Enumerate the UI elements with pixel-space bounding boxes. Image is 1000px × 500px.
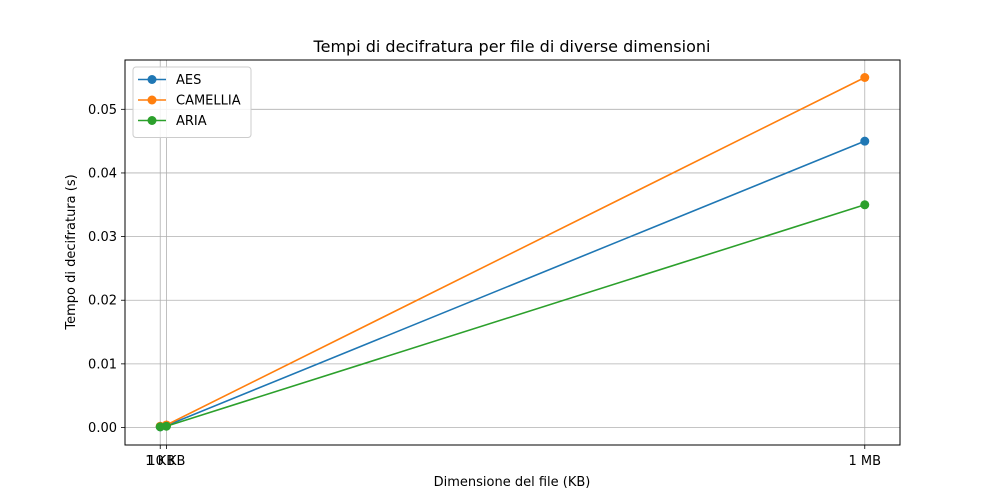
legend-label-aria: ARIA: [176, 114, 207, 129]
data-point-camellia: [860, 73, 870, 82]
y-tick-label: 0.04: [88, 166, 117, 181]
series-line-aria: [160, 204, 866, 428]
series-line-camellia: [160, 76, 866, 428]
x-axis-label: Dimensione del file (KB): [434, 475, 591, 490]
y-tick-label: 0.03: [88, 230, 117, 245]
grid-lines: [125, 60, 900, 445]
series-line-aes: [160, 140, 866, 428]
y-tick-label: 0.05: [88, 103, 117, 118]
y-axis-label: Tempo di decifratura (s): [64, 174, 79, 330]
data-point-aria: [860, 200, 870, 210]
legend: AES CAMELLIA ARIA: [132, 66, 252, 138]
y-tick-label: 0.02: [88, 294, 117, 309]
data-point-aes: [860, 136, 870, 146]
legend-marker-aria: [147, 116, 157, 125]
series-layer: [155, 73, 870, 432]
x-tick-label: 10 KB: [147, 454, 185, 469]
y-axis-ticks: 0.00 0.01 0.02 0.03 0.04 0.05: [88, 103, 125, 436]
data-point-aria: [161, 421, 171, 431]
y-tick-label: 0.00: [88, 421, 117, 436]
plot-frame: [124, 59, 901, 446]
legend-label-camellia: CAMELLIA: [176, 94, 241, 109]
x-tick-label: 1 KB: [145, 454, 175, 469]
legend-label-aes: AES: [176, 73, 201, 88]
chart-title: Tempi di decifratura per file di diverse…: [313, 37, 711, 56]
legend-marker-camellia: [147, 95, 157, 105]
legend-marker-aes: [147, 75, 157, 84]
x-tick-label: 1 MB: [848, 454, 881, 469]
y-tick-label: 0.01: [88, 357, 117, 372]
